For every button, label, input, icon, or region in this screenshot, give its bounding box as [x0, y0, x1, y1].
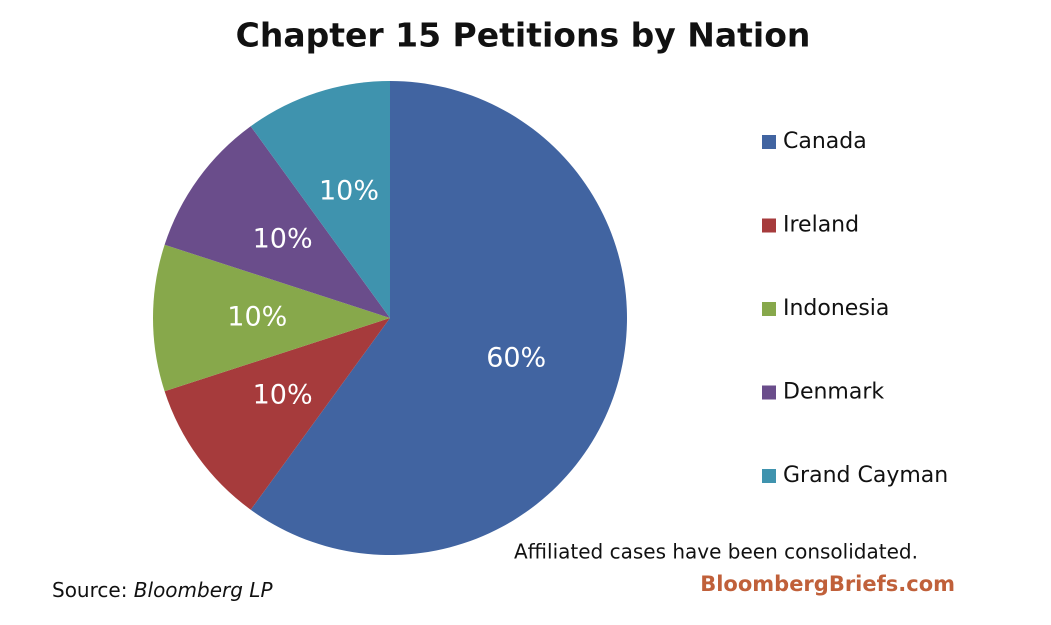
legend-label: Indonesia [783, 296, 889, 321]
data-label: 10% [227, 302, 287, 333]
pie-slice [250, 81, 390, 318]
source: Source: Bloomberg LP [52, 578, 273, 602]
source-label: Source: [52, 578, 127, 602]
legend-label: Denmark [783, 380, 884, 405]
chart-title: Chapter 15 Petitions by Nation [236, 16, 811, 55]
legend-label: Ireland [783, 213, 859, 238]
brand: BloombergBriefs.com [700, 572, 955, 596]
legend-label: Grand Cayman [783, 463, 948, 488]
pie-slice [164, 318, 390, 510]
data-label: 10% [253, 380, 313, 411]
legend-swatch [762, 469, 776, 483]
legend-swatch [762, 302, 776, 316]
legend-swatch [762, 218, 776, 233]
data-label: 60% [486, 343, 546, 374]
source-name: Bloomberg LP [134, 578, 274, 602]
data-label: 10% [253, 223, 313, 254]
data-label: 10% [319, 175, 379, 206]
legend-swatch [762, 135, 776, 149]
legend-label: Canada [783, 129, 867, 154]
pie-slice [250, 81, 628, 556]
pie-slice [164, 126, 390, 318]
legend-swatch [762, 385, 776, 400]
note: Affiliated cases have been consolidated. [514, 540, 918, 564]
pie-slice [153, 244, 390, 392]
